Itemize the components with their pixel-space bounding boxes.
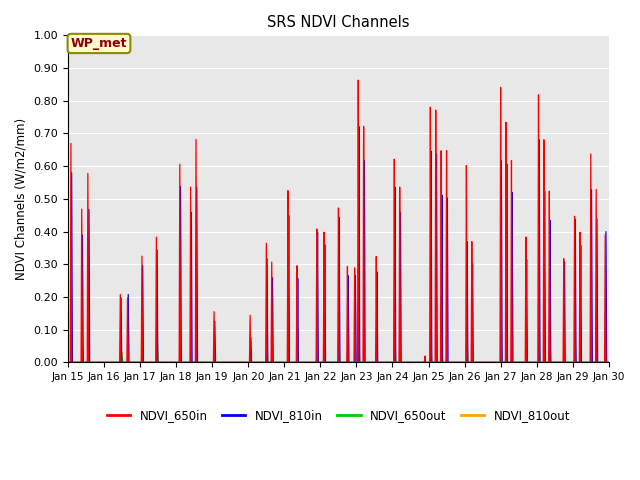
Text: WP_met: WP_met [71, 37, 127, 50]
Y-axis label: NDVI Channels (W/m2/mm): NDVI Channels (W/m2/mm) [15, 118, 28, 280]
Title: SRS NDVI Channels: SRS NDVI Channels [267, 15, 410, 30]
Legend: NDVI_650in, NDVI_810in, NDVI_650out, NDVI_810out: NDVI_650in, NDVI_810in, NDVI_650out, NDV… [102, 404, 575, 427]
